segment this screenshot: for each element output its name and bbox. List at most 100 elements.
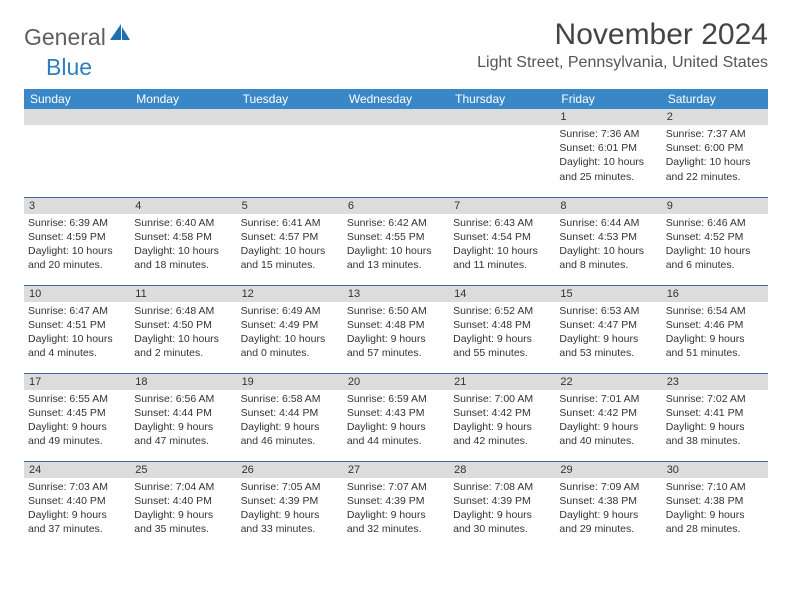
daylight-text: Daylight: 9 hours and 53 minutes. (559, 332, 657, 360)
day-details: Sunrise: 6:44 AMSunset: 4:53 PMDaylight:… (555, 214, 661, 275)
sunset-text: Sunset: 4:39 PM (453, 494, 551, 508)
day-number (130, 109, 236, 125)
day-details: Sunrise: 6:49 AMSunset: 4:49 PMDaylight:… (237, 302, 343, 363)
day-details: Sunrise: 7:36 AMSunset: 6:01 PMDaylight:… (555, 125, 661, 186)
day-header: Sunday (24, 89, 130, 109)
calendar-cell (237, 109, 343, 197)
day-details: Sunrise: 7:08 AMSunset: 4:39 PMDaylight:… (449, 478, 555, 539)
sunrise-text: Sunrise: 7:09 AM (559, 480, 657, 494)
day-number: 27 (343, 462, 449, 478)
sunset-text: Sunset: 4:38 PM (666, 494, 764, 508)
day-number: 29 (555, 462, 661, 478)
calendar-cell (24, 109, 130, 197)
sunset-text: Sunset: 4:39 PM (241, 494, 339, 508)
daylight-text: Daylight: 9 hours and 35 minutes. (134, 508, 232, 536)
day-number: 10 (24, 286, 130, 302)
day-number: 11 (130, 286, 236, 302)
calendar-cell (449, 109, 555, 197)
day-details: Sunrise: 6:52 AMSunset: 4:48 PMDaylight:… (449, 302, 555, 363)
sunrise-text: Sunrise: 7:03 AM (28, 480, 126, 494)
daylight-text: Daylight: 9 hours and 55 minutes. (453, 332, 551, 360)
calendar-cell: 23Sunrise: 7:02 AMSunset: 4:41 PMDayligh… (662, 373, 768, 461)
calendar-header-row: SundayMondayTuesdayWednesdayThursdayFrid… (24, 89, 768, 109)
sail-icon (109, 23, 131, 46)
calendar-cell: 25Sunrise: 7:04 AMSunset: 4:40 PMDayligh… (130, 461, 236, 549)
day-number: 9 (662, 198, 768, 214)
sunset-text: Sunset: 6:01 PM (559, 141, 657, 155)
logo: General (24, 24, 132, 51)
sunset-text: Sunset: 4:48 PM (453, 318, 551, 332)
daylight-text: Daylight: 9 hours and 40 minutes. (559, 420, 657, 448)
day-number: 24 (24, 462, 130, 478)
sunset-text: Sunset: 4:42 PM (453, 406, 551, 420)
daylight-text: Daylight: 10 hours and 6 minutes. (666, 244, 764, 272)
sunset-text: Sunset: 4:38 PM (559, 494, 657, 508)
calendar-cell: 24Sunrise: 7:03 AMSunset: 4:40 PMDayligh… (24, 461, 130, 549)
calendar-cell (130, 109, 236, 197)
sunrise-text: Sunrise: 7:01 AM (559, 392, 657, 406)
calendar-cell: 29Sunrise: 7:09 AMSunset: 4:38 PMDayligh… (555, 461, 661, 549)
daylight-text: Daylight: 9 hours and 28 minutes. (666, 508, 764, 536)
month-title: November 2024 (477, 18, 768, 52)
sunrise-text: Sunrise: 6:56 AM (134, 392, 232, 406)
sunrise-text: Sunrise: 7:10 AM (666, 480, 764, 494)
daylight-text: Daylight: 9 hours and 37 minutes. (28, 508, 126, 536)
sunrise-text: Sunrise: 6:43 AM (453, 216, 551, 230)
sunset-text: Sunset: 4:44 PM (241, 406, 339, 420)
day-number: 4 (130, 198, 236, 214)
sunset-text: Sunset: 4:54 PM (453, 230, 551, 244)
day-details: Sunrise: 6:46 AMSunset: 4:52 PMDaylight:… (662, 214, 768, 275)
sunset-text: Sunset: 4:46 PM (666, 318, 764, 332)
day-details: Sunrise: 6:58 AMSunset: 4:44 PMDaylight:… (237, 390, 343, 451)
day-number: 30 (662, 462, 768, 478)
calendar-cell: 21Sunrise: 7:00 AMSunset: 4:42 PMDayligh… (449, 373, 555, 461)
day-details: Sunrise: 6:55 AMSunset: 4:45 PMDaylight:… (24, 390, 130, 451)
calendar-cell: 15Sunrise: 6:53 AMSunset: 4:47 PMDayligh… (555, 285, 661, 373)
calendar-cell: 10Sunrise: 6:47 AMSunset: 4:51 PMDayligh… (24, 285, 130, 373)
calendar-cell: 30 Sunrise: 7:10 AMSunset: 4:38 PMDayligh… (662, 461, 768, 549)
calendar-row: 1Sunrise: 7:36 AMSunset: 6:01 PMDaylight… (24, 109, 768, 197)
sunrise-text: Sunrise: 7:04 AM (134, 480, 232, 494)
daylight-text: Daylight: 10 hours and 18 minutes. (134, 244, 232, 272)
daylight-text: Daylight: 9 hours and 51 minutes. (666, 332, 764, 360)
daylight-text: Daylight: 9 hours and 47 minutes. (134, 420, 232, 448)
daylight-text: Daylight: 9 hours and 46 minutes. (241, 420, 339, 448)
daylight-text: Daylight: 9 hours and 44 minutes. (347, 420, 445, 448)
sunrise-text: Sunrise: 6:54 AM (666, 304, 764, 318)
sunset-text: Sunset: 4:57 PM (241, 230, 339, 244)
day-details: Sunrise: 7:37 AMSunset: 6:00 PMDaylight:… (662, 125, 768, 186)
sunrise-text: Sunrise: 6:50 AM (347, 304, 445, 318)
calendar-cell: 18Sunrise: 6:56 AMSunset: 4:44 PMDayligh… (130, 373, 236, 461)
daylight-text: Daylight: 9 hours and 42 minutes. (453, 420, 551, 448)
sunrise-text: Sunrise: 6:59 AM (347, 392, 445, 406)
calendar-cell: 6Sunrise: 6:42 AMSunset: 4:55 PMDaylight… (343, 197, 449, 285)
daylight-text: Daylight: 9 hours and 57 minutes. (347, 332, 445, 360)
day-header: Thursday (449, 89, 555, 109)
day-number: 28 (449, 462, 555, 478)
calendar-cell (343, 109, 449, 197)
sunrise-text: Sunrise: 6:58 AM (241, 392, 339, 406)
daylight-text: Daylight: 10 hours and 15 minutes. (241, 244, 339, 272)
daylight-text: Daylight: 10 hours and 20 minutes. (28, 244, 126, 272)
sunset-text: Sunset: 4:51 PM (28, 318, 126, 332)
sunrise-text: Sunrise: 6:52 AM (453, 304, 551, 318)
calendar-cell: 12Sunrise: 6:49 AMSunset: 4:49 PMDayligh… (237, 285, 343, 373)
day-details: Sunrise: 7:07 AMSunset: 4:39 PMDaylight:… (343, 478, 449, 539)
day-number (24, 109, 130, 125)
day-number: 18 (130, 374, 236, 390)
sunset-text: Sunset: 4:40 PM (134, 494, 232, 508)
sunset-text: Sunset: 4:41 PM (666, 406, 764, 420)
sunset-text: Sunset: 4:53 PM (559, 230, 657, 244)
calendar-table: SundayMondayTuesdayWednesdayThursdayFrid… (24, 89, 768, 549)
day-header: Wednesday (343, 89, 449, 109)
day-number: 17 (24, 374, 130, 390)
day-details: Sunrise: 6:42 AMSunset: 4:55 PMDaylight:… (343, 214, 449, 275)
sunset-text: Sunset: 4:52 PM (666, 230, 764, 244)
sunrise-text: Sunrise: 7:02 AM (666, 392, 764, 406)
day-number (237, 109, 343, 125)
daylight-text: Daylight: 9 hours and 33 minutes. (241, 508, 339, 536)
sunset-text: Sunset: 4:47 PM (559, 318, 657, 332)
calendar-cell: 5Sunrise: 6:41 AMSunset: 4:57 PMDaylight… (237, 197, 343, 285)
calendar-cell: 2Sunrise: 7:37 AMSunset: 6:00 PMDaylight… (662, 109, 768, 197)
day-number: 20 (343, 374, 449, 390)
